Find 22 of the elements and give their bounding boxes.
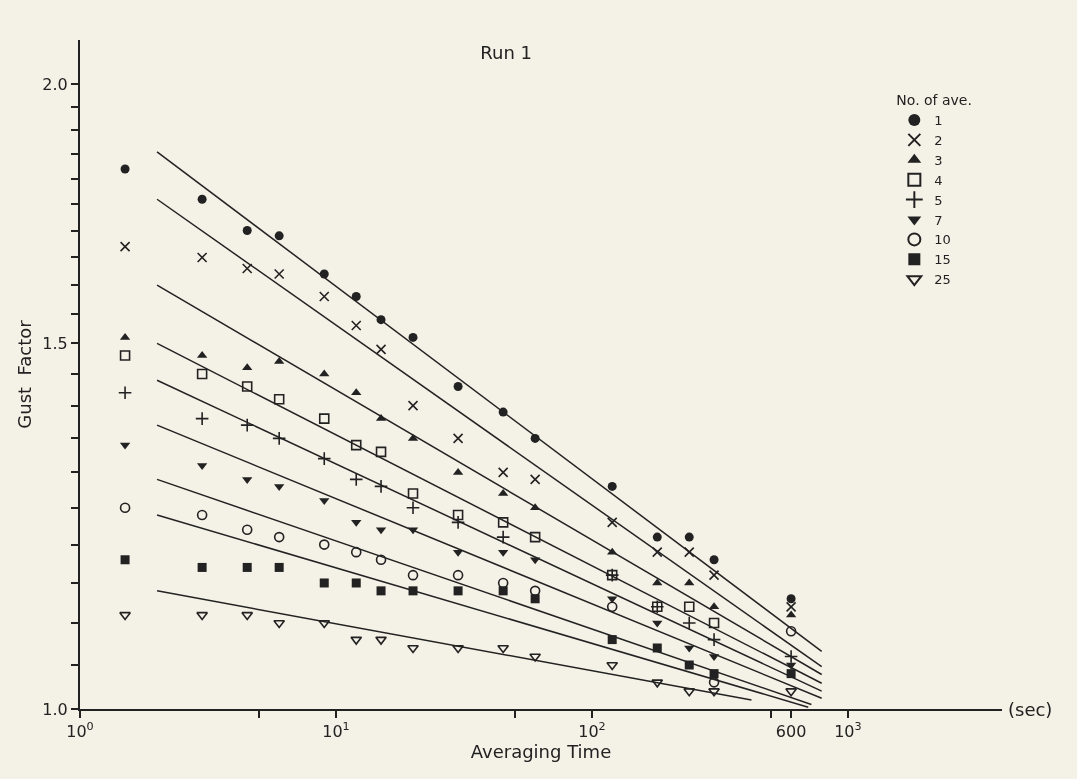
legend-label: 25: [934, 272, 951, 288]
legend-label: 3: [934, 152, 943, 168]
x-tick-label: 600: [775, 722, 807, 742]
legend-label: 15: [934, 252, 951, 268]
y-tick-label: 1.5: [42, 333, 68, 353]
text: (sec): [1008, 699, 1053, 720]
y-axis-title: Gust Factor: [14, 319, 36, 429]
y-tick-label: 2.0: [42, 74, 68, 94]
legend-label: 2: [934, 132, 943, 148]
legend-label: 4: [934, 172, 943, 188]
legend-label: 10: [934, 232, 951, 248]
x-tick-label: 10$^{2}$: [578, 720, 606, 742]
x-axis-title: Averaging Time: [470, 741, 612, 763]
x-tick-label: 10$^{0}$: [66, 720, 94, 742]
legend-label: 7: [934, 212, 943, 228]
legend-title: No. of ave.: [896, 92, 972, 109]
y-tick-label: 1.0: [42, 699, 68, 719]
x-tick-label: 10$^{1}$: [322, 720, 350, 742]
x-tick-label: 10$^{3}$: [834, 720, 862, 742]
chart-title: Run 1: [480, 42, 533, 64]
legend-label: 1: [934, 113, 943, 129]
legend-label: 5: [934, 192, 943, 208]
